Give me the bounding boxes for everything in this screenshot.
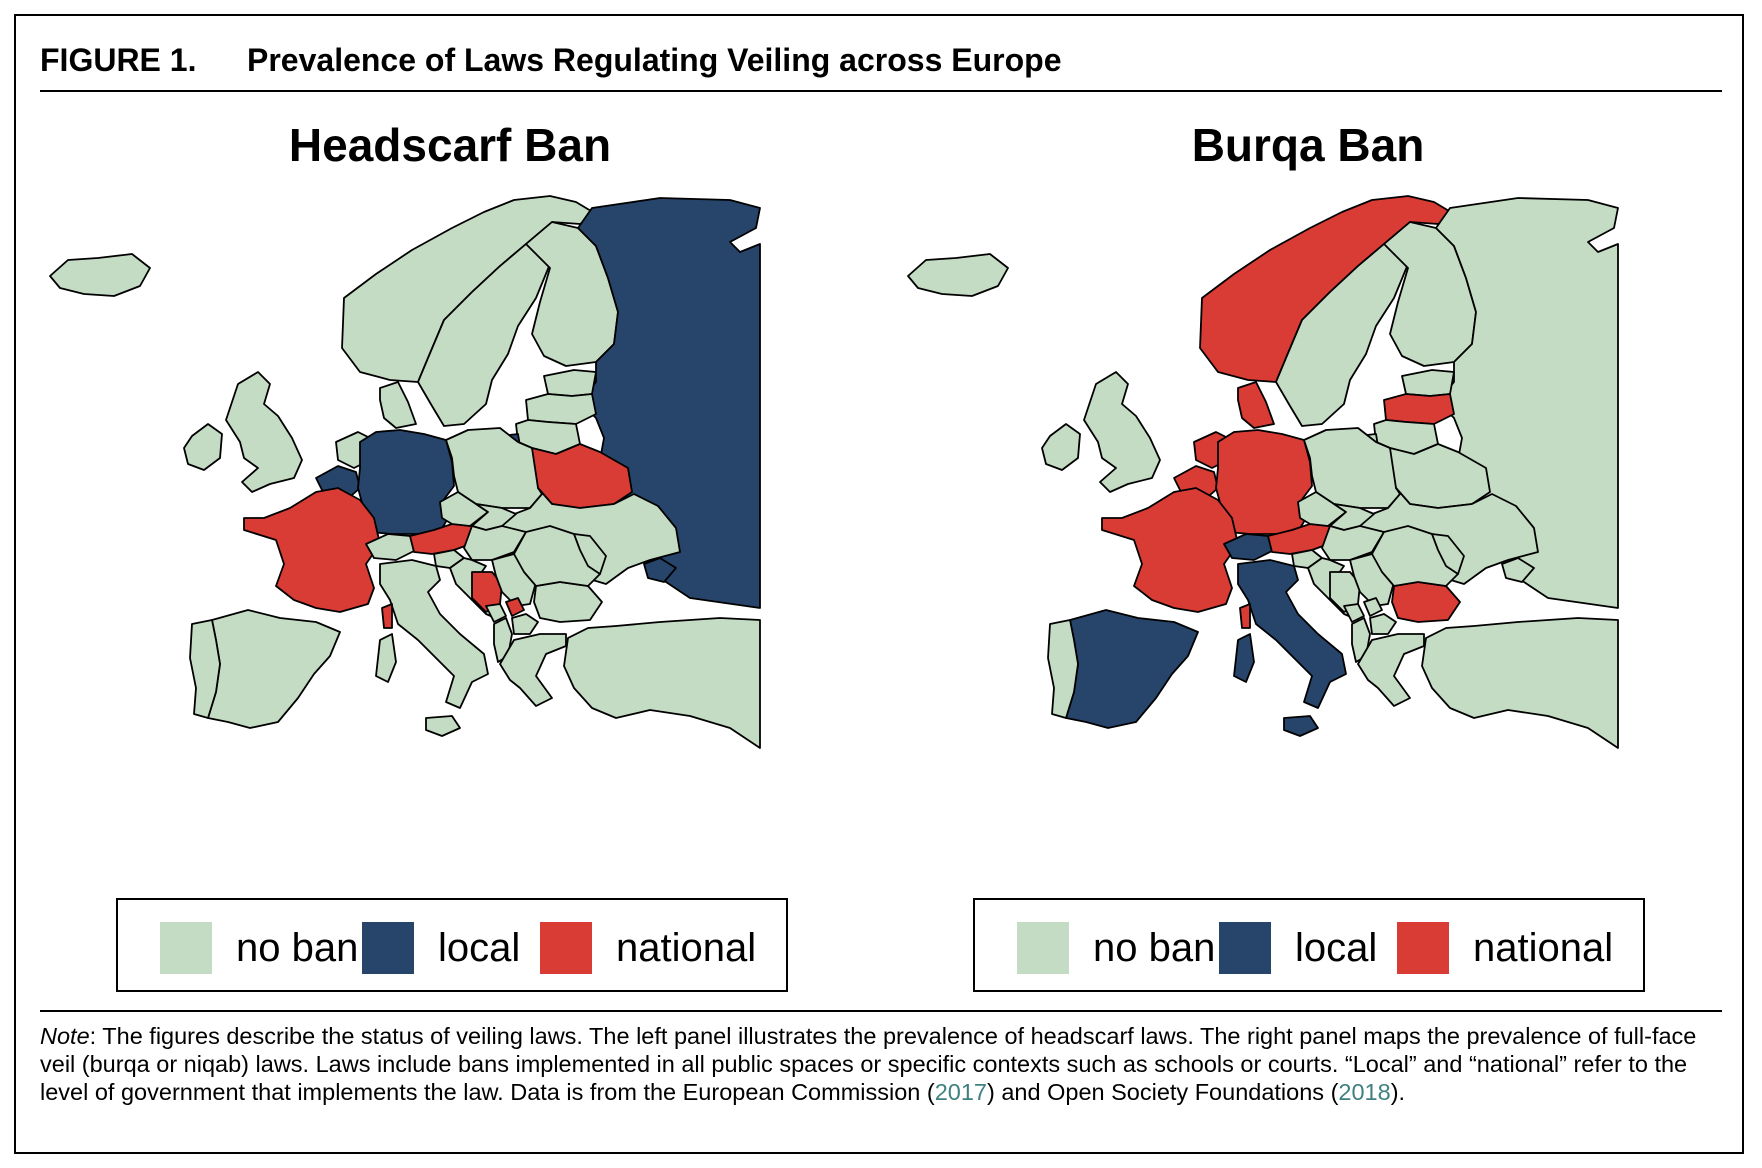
country-romania [513,525,601,587]
legend-label-local: local [438,926,521,970]
panel-title-burqa: Burqa Ban [1191,119,1425,171]
map-headscarf-ban [49,195,761,749]
country-sardinia [375,633,397,683]
country-bulgaria [1391,581,1461,623]
panel-title-headscarf: Headscarf Ban [288,119,612,171]
country-turkey [1421,617,1619,749]
map-burqa-ban [907,195,1619,749]
country-corsica [381,603,393,629]
country-sardinia [1233,633,1255,683]
country-corsica [1239,603,1251,629]
country-latvia [1383,393,1455,425]
note-text: : The figures describe the status of vei… [40,1023,1697,1105]
country-portugal [1047,619,1079,719]
legend-label-no-ban: no ban [1093,926,1216,970]
country-ireland [183,423,223,471]
country-crimea [643,557,677,583]
country-hungary [463,525,527,561]
country-north-macedonia [1369,613,1397,635]
country-bulgaria [533,581,603,623]
country-moldova [573,533,607,575]
country-denmark [379,381,417,429]
figure-note: Note: The figures describe the status of… [40,1010,1722,1146]
country-montenegro [485,603,507,623]
country-crimea [1501,557,1535,583]
legend-label-national: national [1473,926,1614,970]
country-portugal [189,619,221,719]
country-turkey [563,617,761,749]
figure-frame [14,14,1744,1154]
legend-swatch-local [1219,922,1271,974]
country-hungary [1321,525,1385,561]
country-spain [207,609,341,729]
country-uk [225,371,303,493]
legend-swatch-national [1397,922,1449,974]
country-italy [379,559,489,709]
legend-label-no-ban: no ban [236,926,359,970]
country-estonia [1401,369,1455,397]
country-latvia [525,393,597,425]
legend-burqa: no ban local national [973,898,1645,992]
note-text: ). [1390,1079,1406,1105]
country-ireland [1041,423,1081,471]
legend-swatch-no-ban [1017,922,1069,974]
figure-header: FIGURE 1. Prevalence of Laws Regulating … [40,40,1722,92]
country-montenegro [1343,603,1365,623]
country-italy [1237,559,1347,709]
country-estonia [543,369,597,397]
note-text: ) and Open Society Foundations ( [987,1079,1339,1105]
country-romania [1371,525,1459,587]
country-uk [1083,371,1161,493]
reference-link-2017[interactable]: 2017 [934,1079,987,1105]
country-greece [1357,633,1425,707]
country-spain [1065,609,1199,729]
legend-label-local: local [1295,926,1378,970]
legend-headscarf: no ban local national [116,898,788,992]
legend-swatch-local [362,922,414,974]
figure-label: FIGURE 1. [40,42,197,78]
country-denmark [1237,381,1275,429]
country-sicily [425,715,461,737]
country-iceland [49,253,151,297]
legend-swatch-no-ban [160,922,212,974]
legend-label-national: national [616,926,757,970]
country-kosovo [505,597,525,617]
country-sicily [1283,715,1319,737]
country-iceland [907,253,1009,297]
country-france [243,487,381,613]
country-sweden [1275,233,1409,427]
country-greece [499,633,567,707]
country-north-macedonia [511,613,539,635]
country-sweden [417,233,551,427]
country-moldova [1431,533,1465,575]
country-kosovo [1363,597,1383,617]
country-france [1101,487,1239,613]
legend-swatch-national [540,922,592,974]
note-label: Note [40,1023,90,1049]
figure-title: Prevalence of Laws Regulating Veiling ac… [247,42,1062,78]
reference-link-2018[interactable]: 2018 [1338,1079,1391,1105]
